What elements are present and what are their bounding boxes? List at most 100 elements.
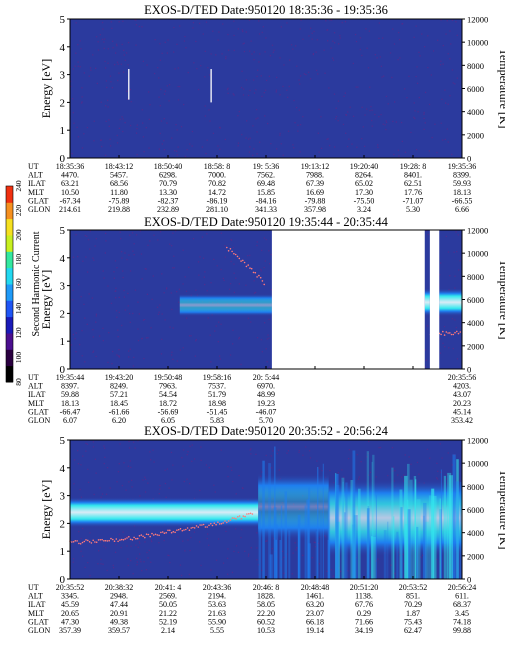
orbit-cell: 1828.: [257, 592, 275, 601]
orbit-cell: 18.13: [453, 188, 471, 197]
orbit-cell: 18.45: [110, 399, 128, 408]
orbit-cell: -66.55: [452, 196, 473, 205]
orbit-cell: 21.63: [208, 609, 226, 618]
orbit-cell: 20.65: [61, 609, 79, 618]
spectral-streaks: [258, 446, 462, 579]
orbit-cell: 99.88: [453, 626, 471, 635]
orbit-cell: 4203.: [453, 382, 471, 391]
orbit-row-label: MLT: [28, 609, 44, 618]
orbit-row-label: ALT: [28, 171, 43, 180]
y-tick-label: 5: [60, 14, 66, 26]
orbit-cell: 6298.: [159, 171, 177, 180]
orbit-cell: 6.07: [63, 416, 77, 425]
panel-title: EXOS-D/TED Date:950120 19:35:44 - 20:35:…: [144, 215, 388, 229]
orbit-cell: 19.23: [257, 399, 275, 408]
y-right-tick-label: 2000: [467, 130, 484, 140]
orbit-cell: 19:50:48: [154, 373, 182, 382]
orbit-cell: 20:35:56: [448, 373, 476, 382]
y-tick-label: 3: [60, 70, 66, 82]
orbit-cell: 8401.: [404, 171, 422, 180]
orbit-cell: 18.98: [208, 399, 226, 408]
orbit-cell: -75.50: [354, 196, 375, 205]
orbit-cell: 18.13: [61, 399, 79, 408]
orbit-cell: 2569.: [159, 592, 177, 601]
colorbar-segment: [6, 235, 13, 252]
orbit-cell: -56.69: [158, 407, 179, 416]
orbit-cell: 5.70: [259, 416, 273, 425]
orbit-cell: 10.50: [61, 188, 79, 197]
y-tick-label: 0: [60, 364, 66, 376]
orbit-cell: 10.53: [257, 626, 275, 635]
orbit-cell: 13.30: [159, 188, 177, 197]
orbit-cell: 6.20: [112, 416, 126, 425]
orbit-cell: 4470.: [61, 171, 79, 180]
colorbar: 80 100 120 140 160 180 200 220 240 Second Harmoni…: [5, 180, 42, 386]
orbit-row-label: UT: [28, 373, 39, 382]
orbit-cell: 18:43:12: [105, 162, 133, 171]
y-tick-label: 4: [60, 463, 66, 475]
orbit-cell: 43.07: [453, 390, 471, 399]
y-tick-label: 3: [60, 491, 66, 503]
energy-band: [179, 293, 272, 317]
y-tick-label: 4: [60, 253, 66, 265]
y-right-tick-label: 6000: [467, 505, 484, 515]
orbit-cell: -67.34: [60, 196, 81, 205]
orbit-cell: 5457.: [110, 171, 128, 180]
orbit-cell: 5.30: [406, 205, 420, 214]
y-axis-label: Energy [eV]: [39, 59, 53, 118]
y-tick-label: 2: [60, 308, 66, 320]
y-right-tick-label: 4000: [467, 528, 484, 538]
orbit-cell: 52.19: [159, 617, 177, 626]
orbit-cell: 2.14: [161, 626, 175, 635]
orbit-row-label: UT: [28, 162, 39, 171]
colorbar-frame: [5, 185, 14, 383]
orbit-cell: 19.14: [306, 626, 324, 635]
colorbar-segment: [6, 333, 13, 350]
orbit-cell: 281.10: [206, 205, 228, 214]
noise-speckle: [70, 19, 458, 158]
y-right-tick-label: 0: [467, 575, 471, 585]
orbit-cell: -75.89: [109, 196, 130, 205]
orbit-cell: 357.98: [304, 205, 326, 214]
orbit-cell: 20:53:52: [399, 583, 427, 592]
orbit-cell: 63.21: [61, 179, 79, 188]
orbit-cell: 359.57: [108, 626, 130, 635]
spectrogram-panel-1: EXOS-D/TED Date:950120 18:35:36 - 19:35:…: [28, 3, 505, 214]
orbit-cell: 70.82: [208, 179, 226, 188]
y-tick-label: 1: [60, 336, 66, 348]
orbit-cell: 20: 5:44: [253, 373, 279, 382]
orbit-cell: 20:56:24: [448, 583, 476, 592]
orbit-cell: 19:20:40: [350, 162, 378, 171]
orbit-table: UTALTILATMLTGLATGLON20:35:523345.45.5920…: [28, 583, 476, 635]
orbit-cell: 75.43: [404, 617, 422, 626]
spectrogram-panel-3: EXOS-D/TED Date:950120 20:35:52 - 20:56:…: [28, 424, 505, 635]
orbit-cell: 19:43:20: [105, 373, 133, 382]
energy-band: [328, 478, 462, 557]
orbit-cell: 74.18: [453, 617, 471, 626]
orbit-cell: 62.51: [404, 179, 422, 188]
orbit-cell: 8397.: [61, 382, 79, 391]
orbit-cell: 48.99: [257, 390, 275, 399]
orbit-cell: 60.52: [257, 617, 275, 626]
orbit-cell: 19:35:36: [448, 162, 476, 171]
orbit-cell: 5.83: [210, 416, 224, 425]
y-tick-label: 0: [60, 153, 66, 165]
orbit-row-label: UT: [28, 583, 39, 592]
orbit-cell: 1461.: [306, 592, 324, 601]
orbit-cell: 6.05: [161, 416, 175, 425]
y-tick-label: 3: [60, 281, 66, 293]
panel-title: EXOS-D/TED Date:950120 20:35:52 - 20:56:…: [144, 424, 388, 438]
y-right-tick-label: 4000: [467, 107, 484, 117]
orbit-cell: 5.55: [210, 626, 224, 635]
y-tick-label: 2: [60, 518, 66, 530]
orbit-cell: 71.66: [355, 617, 373, 626]
y-right-tick-label: 2000: [467, 341, 484, 351]
orbit-cell: 62.47: [404, 626, 422, 635]
orbit-row-label: MLT: [28, 399, 44, 408]
orbit-cell: -79.88: [305, 196, 326, 205]
colorbar-segment: [6, 300, 13, 318]
colorbar-tick-label: 80: [14, 378, 23, 386]
